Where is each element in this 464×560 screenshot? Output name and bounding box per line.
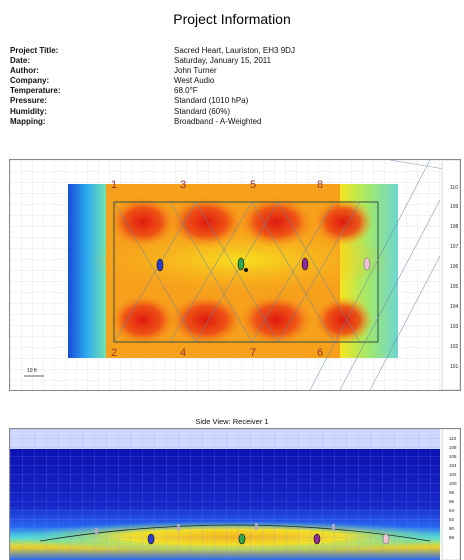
scale-tick: 106 xyxy=(450,264,459,270)
scale-tick: 109 xyxy=(450,204,459,210)
speaker-label: 1 xyxy=(111,179,117,191)
receiver-marker[interactable] xyxy=(313,533,321,545)
info-value: Standard (60%) xyxy=(174,106,231,116)
info-value: 68.0°F xyxy=(174,86,198,96)
scale-bar-label: 10 ft xyxy=(27,368,37,374)
scale-tick: 110 xyxy=(449,436,457,441)
scale-tick: 108 xyxy=(450,224,459,230)
speaker-marker xyxy=(255,523,258,530)
receiver-markers[interactable] xyxy=(156,257,371,272)
info-value: John Turner xyxy=(174,66,217,76)
speaker-label: 2 xyxy=(111,347,117,359)
scale-tick: 88 xyxy=(449,535,455,540)
speaker-marker xyxy=(177,524,180,531)
scale-tick: 98 xyxy=(449,490,455,495)
side-view-map[interactable]: 110 108 106 104 102 100 98 96 94 92 90 8… xyxy=(9,428,461,560)
receiver-marker[interactable] xyxy=(363,257,371,271)
scale-tick: 104 xyxy=(449,463,457,468)
info-label: Humidity: xyxy=(10,106,47,116)
info-value: Sacred Heart, Lauriston, EH3 9DJ xyxy=(174,46,295,55)
scale-tick: 90 xyxy=(449,526,455,531)
scale-tick: 101 xyxy=(450,364,459,370)
scale-tick: 107 xyxy=(450,244,459,250)
source-point xyxy=(244,268,248,272)
speaker-label: 4 xyxy=(180,347,186,359)
room-outline xyxy=(113,201,379,343)
scale-tick: 96 xyxy=(449,499,455,504)
scale-tick: 100 xyxy=(449,481,457,486)
info-label: Date: xyxy=(10,56,31,66)
speaker-label: 7 xyxy=(250,347,256,359)
scale-tick: 105 xyxy=(450,284,459,290)
info-row: Humidity: Standard (60%) xyxy=(10,107,450,117)
scale-tick: 106 xyxy=(449,454,457,459)
receiver-marker[interactable] xyxy=(382,533,390,545)
scale-tick: 102 xyxy=(449,472,457,477)
speaker-label: 5 xyxy=(250,179,256,191)
scale-tick: 92 xyxy=(449,517,455,522)
level-scale xyxy=(441,160,460,390)
speaker-label: 6 xyxy=(317,347,323,359)
info-row: Project Title: Sacred Heart, Lauriston, E… xyxy=(10,46,450,56)
speaker-marker xyxy=(332,524,335,531)
speaker-marker xyxy=(95,528,98,535)
scale-tick: 94 xyxy=(449,508,455,513)
scale-tick: 104 xyxy=(450,304,459,310)
info-row: Pressure: Standard (1010 hPa) xyxy=(10,96,450,106)
receiver-marker[interactable] xyxy=(156,258,164,272)
receiver-marker[interactable] xyxy=(238,533,246,545)
info-row: Company: West Audio xyxy=(10,76,450,86)
info-label: Project Title: xyxy=(10,46,59,55)
info-label: Author: xyxy=(10,66,39,76)
speaker-label: 3 xyxy=(180,179,186,191)
receiver-marker[interactable] xyxy=(237,257,245,271)
project-info-table: Project Title: Sacred Heart, Lauriston, E… xyxy=(10,46,450,127)
plan-view-svg: 1 3 5 8 2 4 7 6 10 ft 110 109 108 107 10… xyxy=(10,160,460,390)
plan-view-map[interactable]: 1 3 5 8 2 4 7 6 10 ft 110 109 108 107 10… xyxy=(9,159,461,391)
roof-profile xyxy=(39,524,431,542)
scale-tick: 110 xyxy=(450,185,458,191)
side-level-scale xyxy=(441,429,460,560)
page-title: Project Information xyxy=(173,11,291,27)
info-row: Temperature: 68.0°F xyxy=(10,86,450,96)
info-label: Temperature: xyxy=(10,86,61,96)
info-label: Pressure: xyxy=(10,96,47,106)
side-view-svg: 110 108 106 104 102 100 98 96 94 92 90 8… xyxy=(10,429,460,560)
scale-tick: 103 xyxy=(450,324,459,330)
info-row: Mapping: Broadband - A-Weighted xyxy=(10,117,450,127)
info-value: West Audio xyxy=(174,76,215,86)
info-label: Company: xyxy=(10,76,50,86)
info-value: Broadband - A-Weighted xyxy=(174,116,262,126)
side-view-title: Side View: Receiver 1 xyxy=(195,417,269,426)
receiver-marker[interactable] xyxy=(147,533,155,545)
info-row: Author: John Turner xyxy=(10,66,450,76)
scale-tick: 108 xyxy=(449,445,457,450)
receiver-marker[interactable] xyxy=(301,257,309,271)
scale-tick: 102 xyxy=(450,344,459,350)
info-row: Date: Saturday, January 15, 2011 xyxy=(10,56,450,66)
info-value: Standard (1010 hPa) xyxy=(174,96,249,106)
info-label: Mapping: xyxy=(10,116,46,126)
speaker-label: 8 xyxy=(317,179,323,191)
side-receiver-markers[interactable] xyxy=(147,533,390,545)
info-value: Saturday, January 15, 2011 xyxy=(174,56,272,66)
